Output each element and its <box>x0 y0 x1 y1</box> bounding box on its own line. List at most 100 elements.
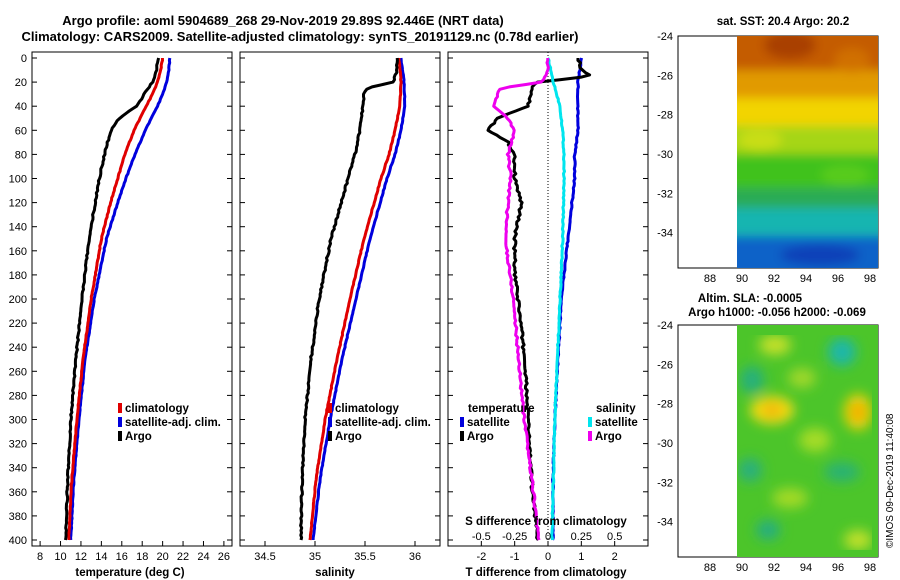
salinity-satellite-line <box>311 57 407 541</box>
depth-tick-label: 40 <box>15 101 27 113</box>
salinity-xlabel: salinity <box>315 567 355 579</box>
legend-label-satellite: satellite-adj. clim. <box>335 417 431 429</box>
x-tick-label: 10 <box>54 551 66 563</box>
map-x-tick-label: 90 <box>736 562 748 574</box>
diff-salinity-argo-line <box>492 57 550 541</box>
depth-tick-label: 280 <box>9 390 27 402</box>
map-x-tick-label: 88 <box>704 562 716 574</box>
sst-map-title: sat. SST: 20.4 Argo: 20.2 <box>717 16 850 28</box>
x-tick-label: 20 <box>157 551 169 563</box>
legend-swatch-climatology <box>328 403 332 413</box>
depth-tick-label: 140 <box>9 222 27 234</box>
depth-tick-label: 20 <box>15 77 27 89</box>
map-y-tick-label: -28 <box>657 110 673 122</box>
depth-tick-label: 60 <box>15 125 27 137</box>
legend-swatch-t-argo <box>460 431 464 441</box>
difference-legend-temperature: temperature satellite Argo <box>460 403 534 443</box>
legend-swatch-t-satellite <box>460 417 464 427</box>
map-y-tick-label: -24 <box>657 31 673 43</box>
legend-label-s-satellite: satellite <box>595 417 638 429</box>
x-tick-label: 2 <box>612 551 618 563</box>
depth-tick-label: 200 <box>9 294 27 306</box>
depth-tick-label: 0 <box>21 53 27 65</box>
x2-tick-label: -0.25 <box>502 531 527 543</box>
depth-tick-label: 320 <box>9 439 27 451</box>
map-y-tick-label: -26 <box>657 70 673 82</box>
legend-swatch-climatology <box>118 403 122 413</box>
depth-tick-label: 260 <box>9 366 27 378</box>
diff-temperature-satellite-line <box>551 57 584 541</box>
map-x-tick-label: 96 <box>832 562 844 574</box>
map-x-tick-label: 98 <box>864 273 876 285</box>
depth-tick-label: 340 <box>9 463 27 475</box>
map-x-tick-label: 88 <box>704 273 716 285</box>
map-x-tick-label: 94 <box>800 273 812 285</box>
imos-watermark: ©IMOS 09-Dec-2019 11:40:08 <box>885 413 896 548</box>
legend-title-salinity: salinity <box>596 403 636 415</box>
x-tick-label: -2 <box>476 551 486 563</box>
temperature-xlabel: temperature (deg C) <box>75 567 184 579</box>
map-y-tick-label: -28 <box>657 399 673 411</box>
difference-x2label: S difference from climatology <box>465 516 627 528</box>
x-tick-label: 24 <box>197 551 209 563</box>
depth-tick-label: 380 <box>9 511 27 523</box>
sst-map-field <box>737 36 878 268</box>
x2-tick-label: -0.5 <box>472 531 491 543</box>
map-y-tick-label: -26 <box>657 359 673 371</box>
map-y-tick-label: -32 <box>657 477 673 489</box>
legend-label-satellite: satellite-adj. clim. <box>125 417 221 429</box>
sla-map-title-line1: Altim. SLA: -0.0005 <box>698 293 803 305</box>
x-tick-label: 12 <box>75 551 87 563</box>
temperature-argo-line <box>64 57 161 541</box>
x-tick-label: -1 <box>510 551 520 563</box>
legend-label-climatology: climatology <box>335 403 400 415</box>
depth-tick-label: 300 <box>9 415 27 427</box>
diff-salinity-satellite-line <box>546 57 566 541</box>
legend-swatch-argo <box>328 431 332 441</box>
map-y-tick-label: -34 <box>657 228 673 240</box>
temperature-panel <box>31 51 233 547</box>
map-y-tick-label: -32 <box>657 188 673 200</box>
difference-legend-salinity: salinity satellite Argo <box>588 403 638 443</box>
salinity-panel <box>239 51 441 547</box>
legend-title-temperature: temperature <box>468 403 534 415</box>
depth-tick-label: 360 <box>9 487 27 499</box>
x-tick-label: 26 <box>218 551 230 563</box>
x-tick-label: 1 <box>578 551 584 563</box>
legend-swatch-satellite <box>118 417 122 427</box>
x-tick-label: 0 <box>545 551 551 563</box>
legend-label-t-argo: Argo <box>467 431 494 443</box>
map-y-tick-label: -24 <box>657 320 673 332</box>
x2-tick-label: 0.5 <box>607 531 622 543</box>
x-tick-label: 22 <box>177 551 189 563</box>
x-tick-label: 35.5 <box>354 551 375 563</box>
title-line1: Argo profile: aoml 5904689_268 29-Nov-20… <box>62 13 504 28</box>
depth-tick-label: 160 <box>9 246 27 258</box>
x2-tick-label: 0 <box>545 531 551 543</box>
depth-tick-label: 80 <box>15 149 27 161</box>
title-line2: Climatology: CARS2009. Satellite-adjuste… <box>21 29 578 44</box>
legend-swatch-satellite <box>328 417 332 427</box>
legend-swatch-argo <box>118 431 122 441</box>
legend-label-climatology: climatology <box>125 403 190 415</box>
map-x-tick-label: 96 <box>832 273 844 285</box>
legend-label-argo: Argo <box>125 431 152 443</box>
x-tick-label: 16 <box>116 551 128 563</box>
map-x-tick-label: 90 <box>736 273 748 285</box>
salinity-argo-line <box>299 57 399 541</box>
x-tick-label: 14 <box>95 551 107 563</box>
sla-map-field <box>737 325 878 557</box>
map-x-tick-label: 92 <box>768 273 780 285</box>
map-x-tick-label: 94 <box>800 562 812 574</box>
x2-tick-label: 0.25 <box>571 531 592 543</box>
plot-marks <box>64 52 592 546</box>
x-tick-label: 34.5 <box>254 551 275 563</box>
x-tick-label: 18 <box>136 551 148 563</box>
temperature-satellite-line <box>69 57 172 541</box>
depth-tick-label: 220 <box>9 318 27 330</box>
x-tick-label: 8 <box>37 551 43 563</box>
legend-label-argo: Argo <box>335 431 362 443</box>
map-y-tick-label: -34 <box>657 517 673 529</box>
legend-label-t-satellite: satellite <box>467 417 510 429</box>
